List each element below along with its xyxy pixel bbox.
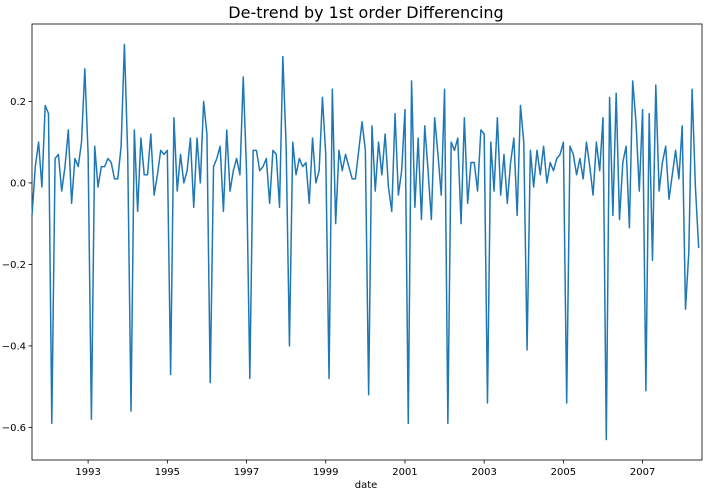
x-tick-label: 2003 [471, 467, 496, 478]
x-tick-label: 2005 [551, 467, 576, 478]
y-tick-label: −0.4 [2, 341, 26, 352]
x-tick-label: 1997 [234, 467, 259, 478]
x-tick-label: 1993 [75, 467, 100, 478]
x-tick-label: 1999 [313, 467, 338, 478]
y-axis: 0.2 0.0 −0.2 −0.4 −0.6 [2, 97, 32, 434]
x-axis: 1993 1995 1997 1999 2001 2003 2005 2007 [75, 460, 655, 478]
plot-frame [31, 23, 703, 461]
x-axis-label: date [355, 480, 378, 491]
series-line [31, 43, 700, 441]
y-tick-label: −0.6 [2, 423, 26, 434]
y-tick-label: 0.2 [10, 97, 26, 108]
chart-title: De-trend by 1st order Differencing [228, 3, 503, 22]
x-tick-label: 1995 [155, 467, 180, 478]
y-tick-label: 0.0 [10, 178, 26, 189]
x-tick-label: 2007 [630, 467, 655, 478]
x-tick-label: 2001 [392, 467, 417, 478]
y-tick-label: −0.2 [2, 260, 26, 271]
